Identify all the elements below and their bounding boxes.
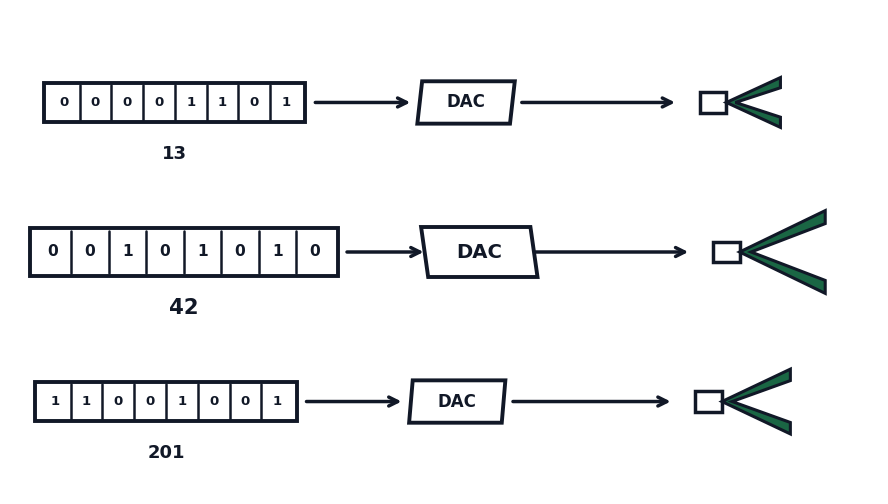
Text: 0: 0 xyxy=(59,96,68,109)
Bar xyxy=(36,382,297,421)
Text: 0: 0 xyxy=(123,96,131,109)
Text: 0: 0 xyxy=(146,395,155,408)
Text: 0: 0 xyxy=(47,244,58,260)
Polygon shape xyxy=(421,227,537,277)
Text: 1: 1 xyxy=(82,395,91,408)
Text: 1: 1 xyxy=(272,244,282,260)
Text: 13: 13 xyxy=(163,145,187,163)
Polygon shape xyxy=(417,81,515,123)
Bar xyxy=(695,391,722,412)
Text: 1: 1 xyxy=(178,395,186,408)
Text: 1: 1 xyxy=(51,395,59,408)
Bar xyxy=(44,83,305,122)
Text: 0: 0 xyxy=(91,96,100,109)
Polygon shape xyxy=(740,211,825,293)
Text: 1: 1 xyxy=(273,395,281,408)
Text: 0: 0 xyxy=(250,96,259,109)
Text: 42: 42 xyxy=(169,298,199,318)
Text: 0: 0 xyxy=(160,244,170,260)
Polygon shape xyxy=(726,78,781,128)
Text: 0: 0 xyxy=(84,244,95,260)
Polygon shape xyxy=(409,381,505,423)
Bar xyxy=(713,241,740,263)
Text: 1: 1 xyxy=(197,244,208,260)
Text: 1: 1 xyxy=(281,96,290,109)
Text: DAC: DAC xyxy=(447,93,486,111)
Text: 1: 1 xyxy=(186,96,195,109)
Text: 0: 0 xyxy=(114,395,123,408)
Text: 0: 0 xyxy=(310,244,321,260)
Text: 0: 0 xyxy=(241,395,250,408)
Text: 0: 0 xyxy=(234,244,245,260)
Text: 1: 1 xyxy=(122,244,133,260)
Text: 1: 1 xyxy=(218,96,227,109)
Bar xyxy=(29,228,337,276)
Bar xyxy=(700,92,726,113)
Text: DAC: DAC xyxy=(438,393,477,411)
Polygon shape xyxy=(722,369,790,434)
Text: 0: 0 xyxy=(155,96,163,109)
Text: 0: 0 xyxy=(209,395,218,408)
Text: DAC: DAC xyxy=(456,242,503,262)
Text: 201: 201 xyxy=(147,445,185,462)
